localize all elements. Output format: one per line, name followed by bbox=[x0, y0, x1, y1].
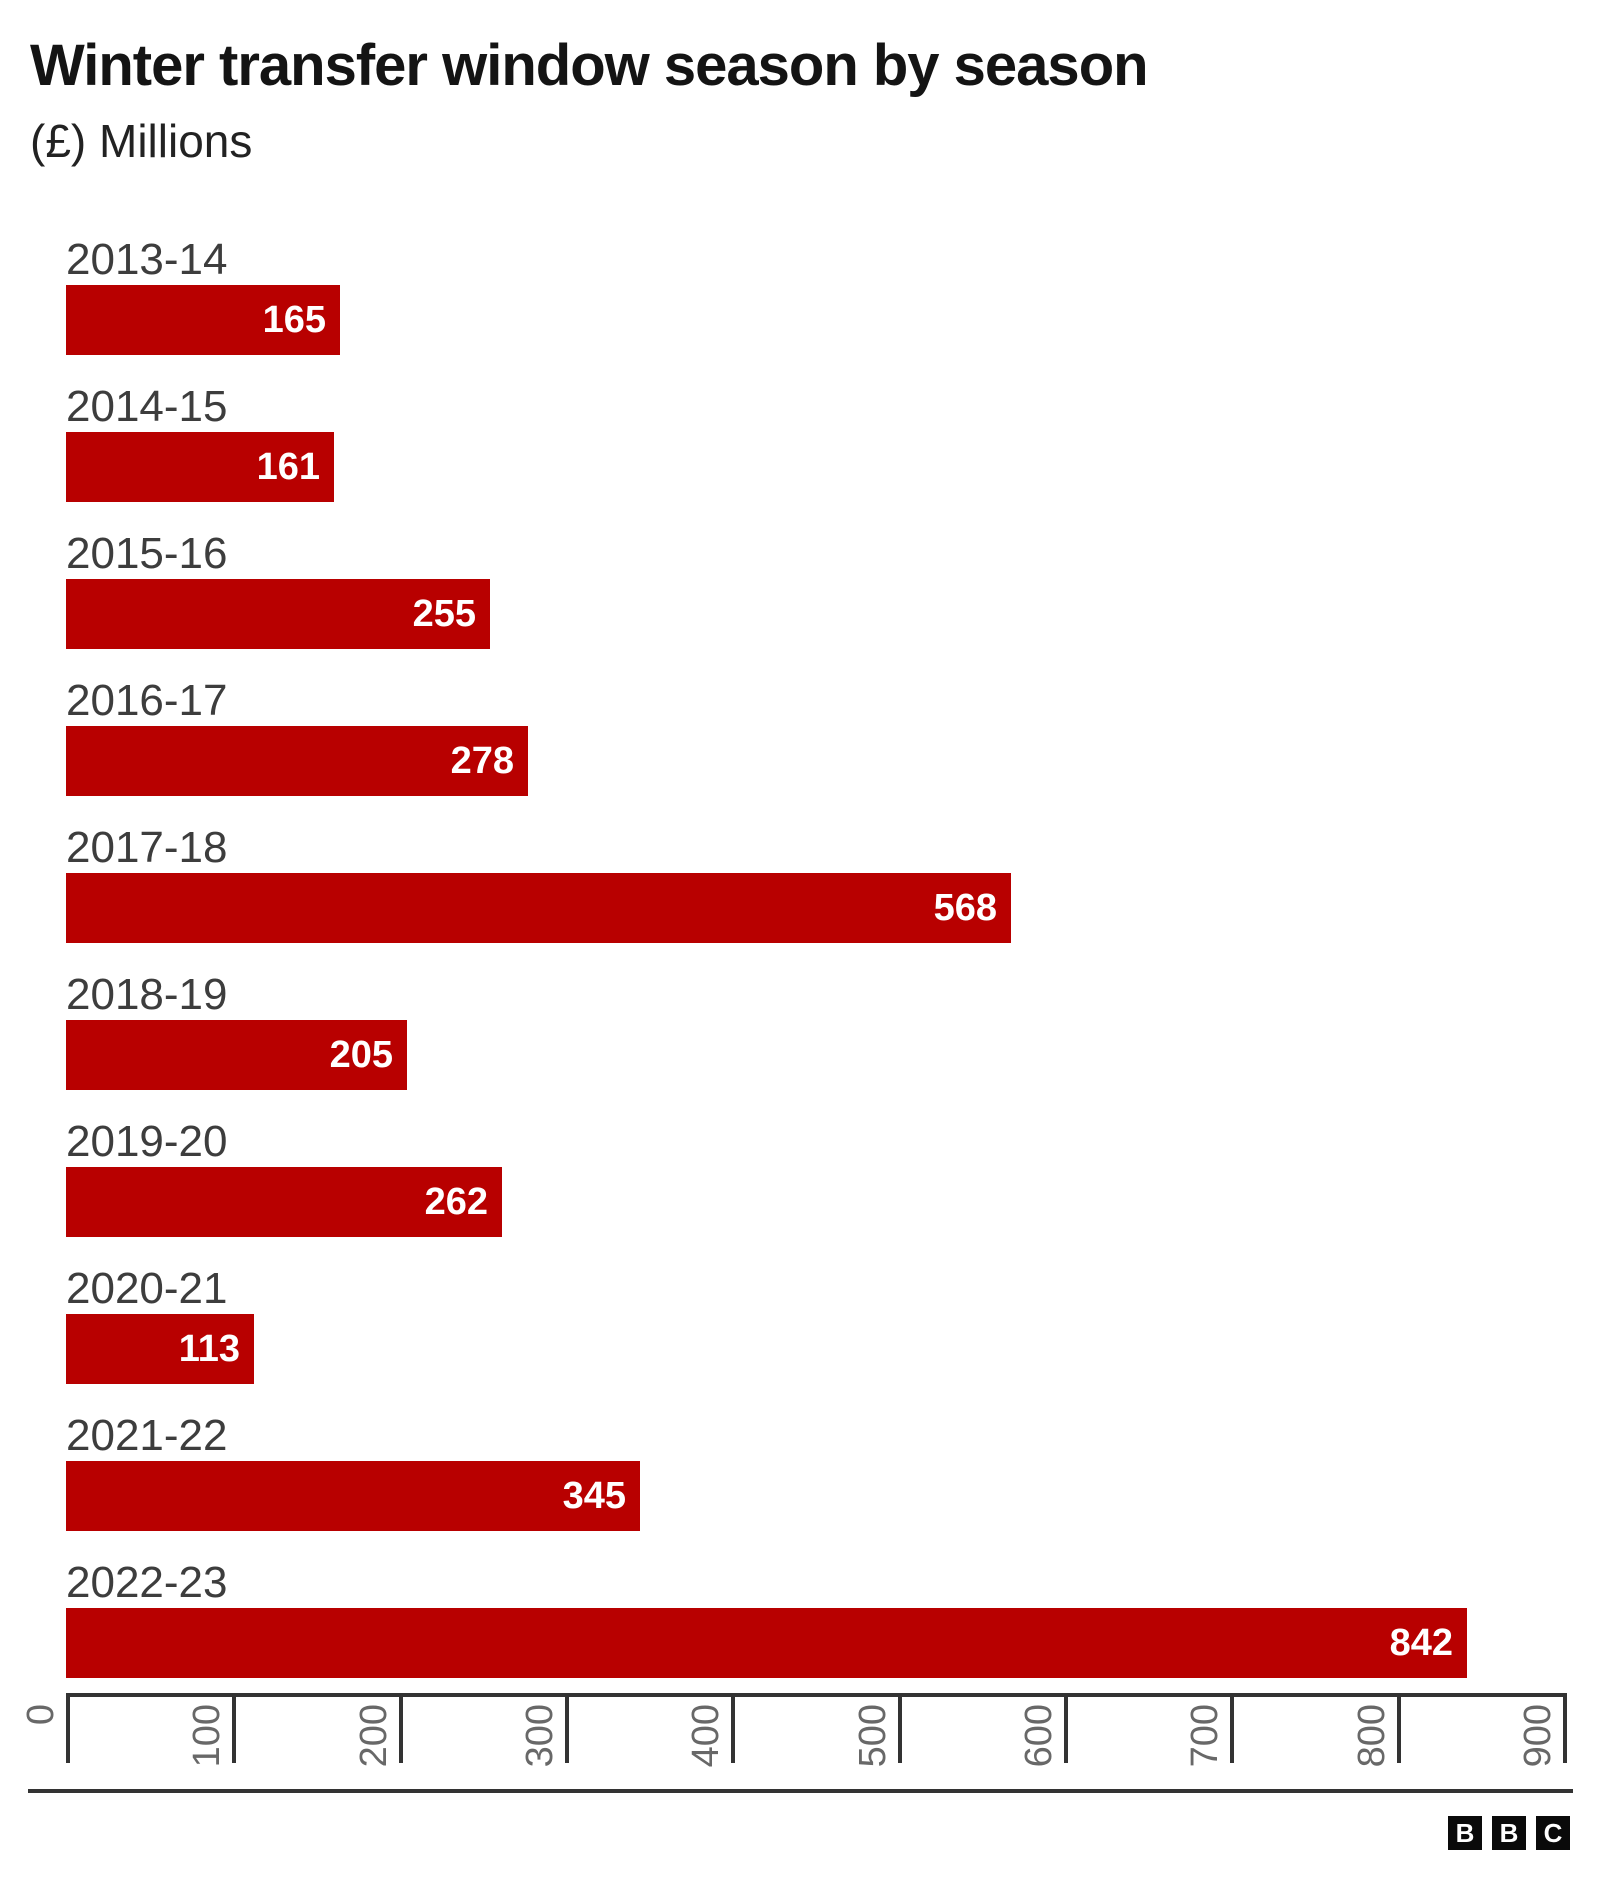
x-axis-tick-label: 500 bbox=[852, 1704, 894, 1768]
x-axis-tick-label: 200 bbox=[353, 1704, 395, 1768]
x-axis-tick bbox=[1230, 1693, 1234, 1763]
footer-separator-line bbox=[28, 1789, 1573, 1793]
bbc-logo-letter: C bbox=[1543, 1818, 1563, 1848]
bar: 161 bbox=[66, 432, 334, 502]
bar-value-label: 255 bbox=[412, 593, 476, 635]
bar: 255 bbox=[66, 579, 490, 649]
bar: 278 bbox=[66, 726, 528, 796]
bar: 262 bbox=[66, 1167, 502, 1237]
x-axis-tick-label: 100 bbox=[186, 1704, 228, 1768]
x-axis-tick-label: 600 bbox=[1018, 1704, 1060, 1768]
category-label: 2016-17 bbox=[66, 676, 228, 725]
x-axis-tick bbox=[1397, 1693, 1401, 1763]
x-axis-tick bbox=[232, 1693, 236, 1763]
category-label: 2022-23 bbox=[66, 1558, 228, 1607]
chart-title: Winter transfer window season by season bbox=[30, 33, 1149, 98]
bar-value-label: 345 bbox=[562, 1475, 626, 1517]
x-axis-tick bbox=[399, 1693, 403, 1763]
bar-value-label: 113 bbox=[178, 1328, 240, 1370]
bar-value-label: 568 bbox=[933, 887, 997, 929]
x-axis-tick bbox=[66, 1693, 70, 1763]
chart-subtitle: (£) Millions bbox=[30, 115, 253, 167]
category-label: 2021-22 bbox=[66, 1411, 228, 1460]
x-axis-tick-label: 0 bbox=[20, 1704, 62, 1726]
x-axis-tick bbox=[565, 1693, 569, 1763]
bbc-logo-letter: B bbox=[1499, 1818, 1519, 1848]
category-label: 2017-18 bbox=[66, 823, 228, 872]
x-axis-tick-label: 400 bbox=[685, 1704, 727, 1768]
bar: 842 bbox=[66, 1608, 1467, 1678]
bar-value-label: 278 bbox=[450, 740, 514, 782]
bar-value-label: 161 bbox=[256, 446, 320, 488]
x-axis-tick bbox=[1064, 1693, 1068, 1763]
bbc-logo-block-3: C bbox=[1536, 1816, 1570, 1850]
bar: 113 bbox=[66, 1314, 254, 1384]
bar-value-label: 262 bbox=[424, 1181, 488, 1223]
category-label: 2015-16 bbox=[66, 529, 228, 578]
bar-value-label: 205 bbox=[329, 1034, 393, 1076]
x-axis-tick-label: 900 bbox=[1517, 1704, 1559, 1768]
bar: 568 bbox=[66, 873, 1011, 943]
category-label: 2014-15 bbox=[66, 382, 228, 431]
category-label: 2013-14 bbox=[66, 235, 228, 284]
bbc-logo-block-1: B bbox=[1448, 1816, 1482, 1850]
x-axis-tick-label: 700 bbox=[1184, 1704, 1226, 1768]
bbc-logo-block-2: B bbox=[1492, 1816, 1526, 1850]
x-axis-tick bbox=[898, 1693, 902, 1763]
category-label: 2019-20 bbox=[66, 1117, 228, 1166]
category-label: 2020-21 bbox=[66, 1264, 228, 1313]
x-axis-tick bbox=[1563, 1693, 1567, 1763]
bar-value-label: 842 bbox=[1389, 1622, 1453, 1664]
bbc-logo-letter: B bbox=[1455, 1818, 1475, 1848]
bar: 205 bbox=[66, 1020, 407, 1090]
x-axis-tick-label: 300 bbox=[519, 1704, 561, 1768]
bar: 345 bbox=[66, 1461, 640, 1531]
bar-value-label: 165 bbox=[262, 299, 326, 341]
category-label: 2018-19 bbox=[66, 970, 228, 1019]
x-axis-tick bbox=[731, 1693, 735, 1763]
x-axis-tick-label: 800 bbox=[1351, 1704, 1393, 1768]
x-axis-line bbox=[66, 1693, 1567, 1697]
bar: 165 bbox=[66, 285, 340, 355]
